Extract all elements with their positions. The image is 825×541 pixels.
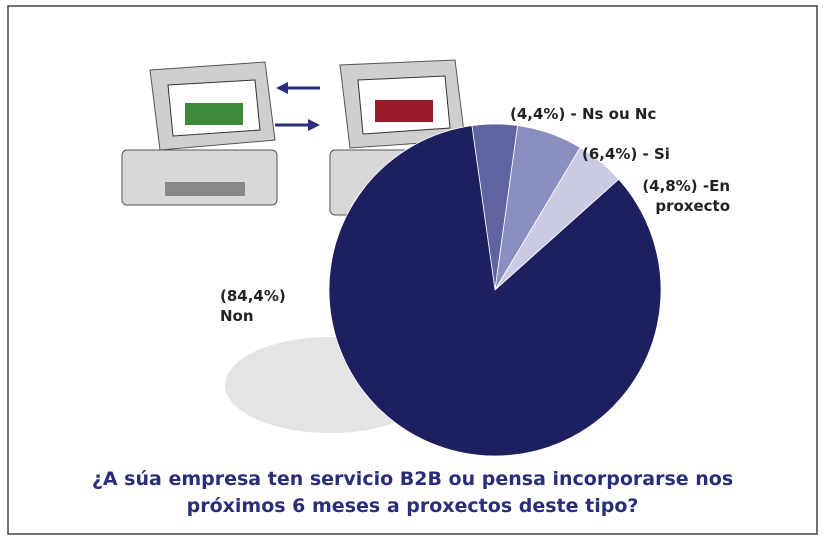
pie-slice — [328, 125, 662, 457]
slice-label: (84,4%) Non — [220, 287, 286, 325]
computer-left — [121, 61, 278, 206]
slice-label: (4,4%) - Ns ou Nc — [510, 105, 657, 123]
arrows — [275, 82, 320, 131]
frame — [7, 5, 818, 535]
slice-label: (4,8%) -En proxecto — [642, 177, 730, 215]
slice-label: (6,4%) - Si — [582, 145, 670, 163]
chart-title: ¿A súa empresa ten servicio B2B ou pensa… — [91, 468, 734, 517]
